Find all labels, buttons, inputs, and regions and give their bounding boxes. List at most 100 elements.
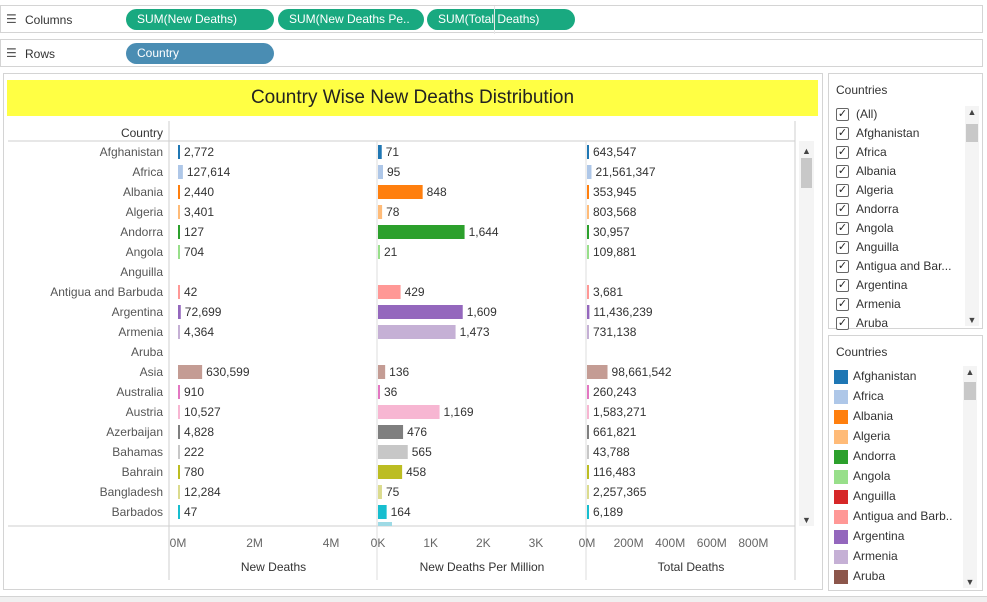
bar-value-label: 260,243 [593, 385, 637, 399]
bar-value-label: 47 [184, 505, 198, 519]
bar [378, 425, 404, 439]
bar-value-label: 78 [386, 205, 400, 219]
bar [587, 385, 589, 399]
filter-item-label: Aruba [856, 316, 889, 330]
bar [178, 225, 180, 239]
checkbox-icon[interactable]: ✓ [836, 222, 849, 235]
checkbox-icon[interactable]: ✓ [836, 127, 849, 140]
axis-tick-label: 3K [529, 536, 544, 550]
bar-value-label: 1,609 [467, 305, 497, 319]
bar-value-label: 4,364 [184, 325, 214, 339]
bar [178, 385, 180, 399]
filter-item-label: Angola [856, 221, 894, 235]
scroll-up-icon: ▲ [802, 146, 811, 156]
bar-value-label: 731,138 [593, 325, 637, 339]
bar-value-label: 12,284 [184, 485, 221, 499]
bar [378, 385, 380, 399]
legend-title: Countries [836, 345, 888, 359]
filter-scrollbar[interactable]: ▲ ▼ [965, 106, 979, 326]
chart-scrollbar [799, 141, 814, 526]
bar [378, 205, 383, 219]
country-label: Asia [140, 365, 164, 379]
pill-new-deaths-per-million[interactable]: SUM(New Deaths Pe.. [278, 9, 424, 30]
sheet-tabs-bar [0, 596, 987, 602]
bar-value-label: 643,547 [593, 145, 637, 159]
filter-item-label: Algeria [856, 183, 894, 197]
bar-value-label: 1,473 [460, 325, 490, 339]
columns-shelf-label: Columns [25, 13, 73, 27]
bar-value-label: 109,881 [593, 245, 637, 259]
scroll-up-icon[interactable]: ▲ [965, 367, 975, 377]
filter-item-label: Andorra [856, 202, 899, 216]
bar-value-label: 30,957 [593, 225, 630, 239]
checkbox-icon[interactable]: ✓ [836, 165, 849, 178]
axis-tick-label: 0M [579, 536, 596, 550]
countries-legend-panel: Countries Afghanistan Africa Albania Algeri… [828, 335, 983, 591]
legend-scrollbar[interactable]: ▲ ▼ [963, 366, 977, 588]
bar [378, 505, 387, 519]
bar-value-label: 630,599 [206, 365, 250, 379]
checkbox-icon[interactable]: ✓ [836, 184, 849, 197]
bar [587, 325, 589, 339]
bar-value-label: 36 [384, 385, 398, 399]
columns-shelf: ☰ Columns SUM(New Deaths) SUM(New Deaths… [0, 5, 983, 34]
viz-panel: Country Wise New Deaths Distribution Cou… [3, 73, 823, 590]
filter-item-label: Armenia [856, 297, 901, 311]
legend-item-label: Andorra [853, 449, 896, 463]
bar [378, 465, 403, 479]
checkbox-icon[interactable]: ✓ [836, 279, 849, 292]
filter-scroll-thumb[interactable] [966, 124, 978, 142]
bar [378, 325, 456, 339]
country-label: Albania [123, 185, 163, 199]
pill-total-deaths[interactable]: SUM(Total Deaths) [427, 9, 575, 30]
bar [587, 285, 589, 299]
bar-value-label: 43,788 [593, 445, 630, 459]
axis-tick-label: 4M [323, 536, 340, 550]
filter-item-label: Africa [856, 145, 887, 159]
checkbox-icon[interactable]: ✓ [836, 260, 849, 273]
checkbox-icon[interactable]: ✓ [836, 241, 849, 254]
axis-tick-label: 2K [476, 536, 491, 550]
axis-tick-label: 400M [655, 536, 685, 550]
country-label: Australia [116, 385, 163, 399]
scroll-down-icon[interactable]: ▼ [965, 577, 975, 587]
bar [178, 325, 180, 339]
bar [378, 245, 380, 259]
country-label: Aruba [131, 345, 163, 359]
bar [178, 405, 180, 419]
scroll-down-icon: ▼ [802, 515, 811, 525]
bar [178, 285, 180, 299]
bar-value-label: 476 [407, 425, 427, 439]
filter-item-label: Albania [856, 164, 897, 178]
scroll-up-icon[interactable]: ▲ [967, 107, 977, 117]
columns-icon: ☰ [6, 12, 17, 26]
pill-new-deaths[interactable]: SUM(New Deaths) [126, 9, 274, 30]
pill-country[interactable]: Country [126, 43, 274, 64]
country-label: Afghanistan [100, 145, 163, 159]
country-label: Africa [132, 165, 163, 179]
bar [587, 225, 589, 239]
bar-value-label: 222 [184, 445, 204, 459]
scroll-down-icon[interactable]: ▼ [967, 315, 977, 325]
legend-scroll-thumb[interactable] [964, 382, 976, 400]
bar [587, 405, 589, 419]
checkbox-icon[interactable]: ✓ [836, 298, 849, 311]
checkbox-icon[interactable]: ✓ [836, 146, 849, 159]
bar [587, 165, 592, 179]
bar [587, 245, 589, 259]
checkbox-icon[interactable]: ✓ [836, 108, 849, 121]
legend-item-label: Afghanistan [853, 369, 917, 383]
bar-value-label: 6,189 [593, 505, 623, 519]
axis-tick-label: 600M [697, 536, 727, 550]
bar [587, 365, 608, 379]
bar-value-label: 72,699 [185, 305, 222, 319]
axis-title: Total Deaths [658, 560, 725, 574]
bar [178, 465, 180, 479]
bar [378, 365, 386, 379]
bar [587, 205, 589, 219]
bar [178, 425, 180, 439]
checkbox-icon[interactable]: ✓ [836, 317, 849, 330]
checkbox-icon[interactable]: ✓ [836, 203, 849, 216]
bar [178, 205, 180, 219]
legend-swatch [834, 410, 848, 424]
